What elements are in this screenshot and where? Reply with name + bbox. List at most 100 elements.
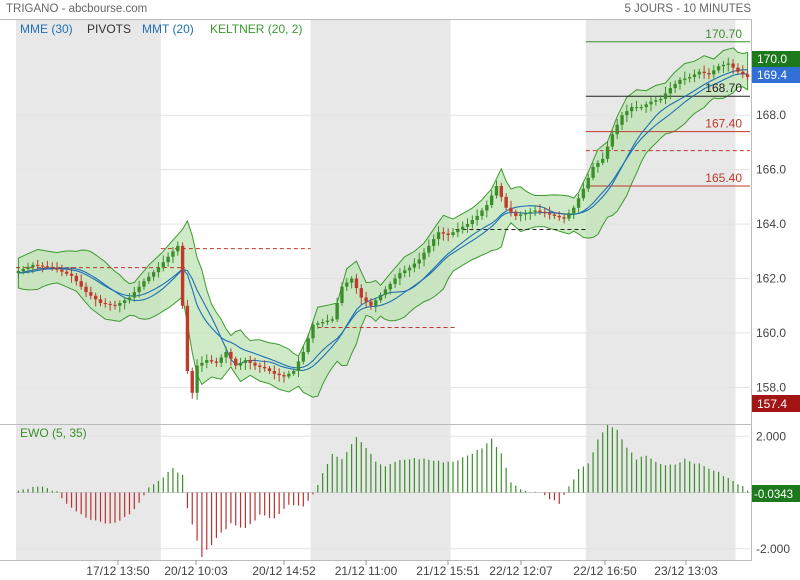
price-last-label: 169.4 xyxy=(757,68,787,82)
candle-body xyxy=(26,266,30,269)
candle-body xyxy=(311,324,315,339)
candle-body xyxy=(248,360,252,363)
price-tick-label: 160.0 xyxy=(756,326,786,340)
candle-body xyxy=(171,251,175,257)
candle-body xyxy=(45,266,50,268)
candle-body xyxy=(697,71,701,75)
candle-body xyxy=(89,292,93,296)
legend-pivots[interactable]: PIVOTS xyxy=(87,22,131,36)
legend-mme[interactable]: MME (30) xyxy=(20,22,73,36)
candle-body xyxy=(253,362,257,366)
time-tick-label: 21/12 11:00 xyxy=(335,564,398,578)
candle-body xyxy=(702,71,706,74)
time-tick-label: 22/12 16:50 xyxy=(573,564,637,578)
candle-body xyxy=(166,256,170,263)
candle-body xyxy=(514,211,518,216)
candle-body xyxy=(98,299,103,303)
price-axis: 168.0 166.0 164.0 162.0 160.0 158.0 2.000 -2.00… xyxy=(756,108,790,556)
candle-body xyxy=(122,300,127,303)
candle-body xyxy=(475,215,479,220)
candle-body xyxy=(504,196,508,208)
candle-body xyxy=(687,77,692,79)
candle-body xyxy=(354,278,359,289)
candle-body xyxy=(185,305,190,372)
candle-body xyxy=(644,104,648,108)
legend-mmt[interactable]: MMT (20) xyxy=(142,22,194,36)
candle-body xyxy=(716,66,721,71)
pivot-label: 167.40 xyxy=(705,117,742,131)
price-tick-label: 162.0 xyxy=(756,272,786,286)
candle-body xyxy=(547,213,552,215)
ewo-tick-label: -2.000 xyxy=(756,542,790,556)
candle-body xyxy=(234,358,238,366)
candle-body xyxy=(345,282,349,287)
candle-body xyxy=(620,115,624,125)
candle-body xyxy=(576,198,581,208)
candle-body xyxy=(707,73,711,75)
candle-body xyxy=(649,101,653,105)
candle-body xyxy=(712,70,716,75)
keltner-channel xyxy=(17,47,749,398)
candle-body xyxy=(557,215,561,218)
candle-body xyxy=(658,98,663,101)
candle-body xyxy=(156,267,161,273)
candle-body xyxy=(509,207,513,212)
time-tick-label: 20/12 14:52 xyxy=(252,564,316,578)
time-tick-label: 22/12 12:07 xyxy=(489,564,553,578)
candle-body xyxy=(369,301,373,306)
candle-body xyxy=(151,272,156,277)
candle-body xyxy=(605,146,610,159)
candle-body xyxy=(683,78,687,80)
legend-keltner[interactable]: KELTNER (20, 2) xyxy=(210,22,302,36)
candle-body xyxy=(388,283,392,290)
candle-body xyxy=(79,281,83,287)
candle-body xyxy=(60,269,64,272)
candle-body xyxy=(663,93,668,99)
candle-body xyxy=(630,107,634,112)
candle-body xyxy=(65,271,69,274)
keltner-band xyxy=(17,47,749,398)
candle-body xyxy=(639,107,644,109)
candle-body xyxy=(610,134,615,147)
candle-body xyxy=(403,270,407,274)
candle-body xyxy=(263,366,267,369)
candle-body xyxy=(538,210,542,212)
candle-body xyxy=(673,83,677,89)
candle-body xyxy=(108,303,112,305)
candle-body xyxy=(127,297,132,301)
candle-body xyxy=(489,195,494,206)
candle-body xyxy=(340,286,344,303)
candle-body xyxy=(50,266,54,268)
candle-body xyxy=(84,286,88,293)
candle-body xyxy=(383,289,388,295)
candle-body xyxy=(543,211,547,214)
candle-body xyxy=(460,226,465,230)
candle-body xyxy=(200,362,204,366)
candle-body xyxy=(436,232,441,240)
candle-body xyxy=(176,245,180,252)
candle-body xyxy=(267,368,272,372)
candle-body xyxy=(296,361,301,372)
ewo-title: EWO (5, 35) xyxy=(20,426,87,440)
candle-body xyxy=(518,214,523,216)
chart-frame xyxy=(0,19,752,561)
candle-body xyxy=(55,267,59,270)
candle-body xyxy=(219,357,223,363)
candlesticks xyxy=(16,57,750,400)
candle-body xyxy=(741,71,745,75)
candle-body xyxy=(494,185,499,196)
candle-body xyxy=(40,265,45,267)
candle-body xyxy=(552,214,557,216)
candle-body xyxy=(320,322,325,324)
candle-body xyxy=(407,267,412,271)
candle-body xyxy=(451,232,455,235)
candle-body xyxy=(398,273,402,279)
candle-body xyxy=(654,100,658,102)
candle-body xyxy=(229,351,233,359)
candle-body xyxy=(142,281,146,287)
price-tick-label: 164.0 xyxy=(756,217,786,231)
candle-body xyxy=(485,205,489,211)
candle-body xyxy=(731,63,735,68)
candle-body xyxy=(214,361,219,363)
price-tick-label: 158.0 xyxy=(756,380,786,394)
